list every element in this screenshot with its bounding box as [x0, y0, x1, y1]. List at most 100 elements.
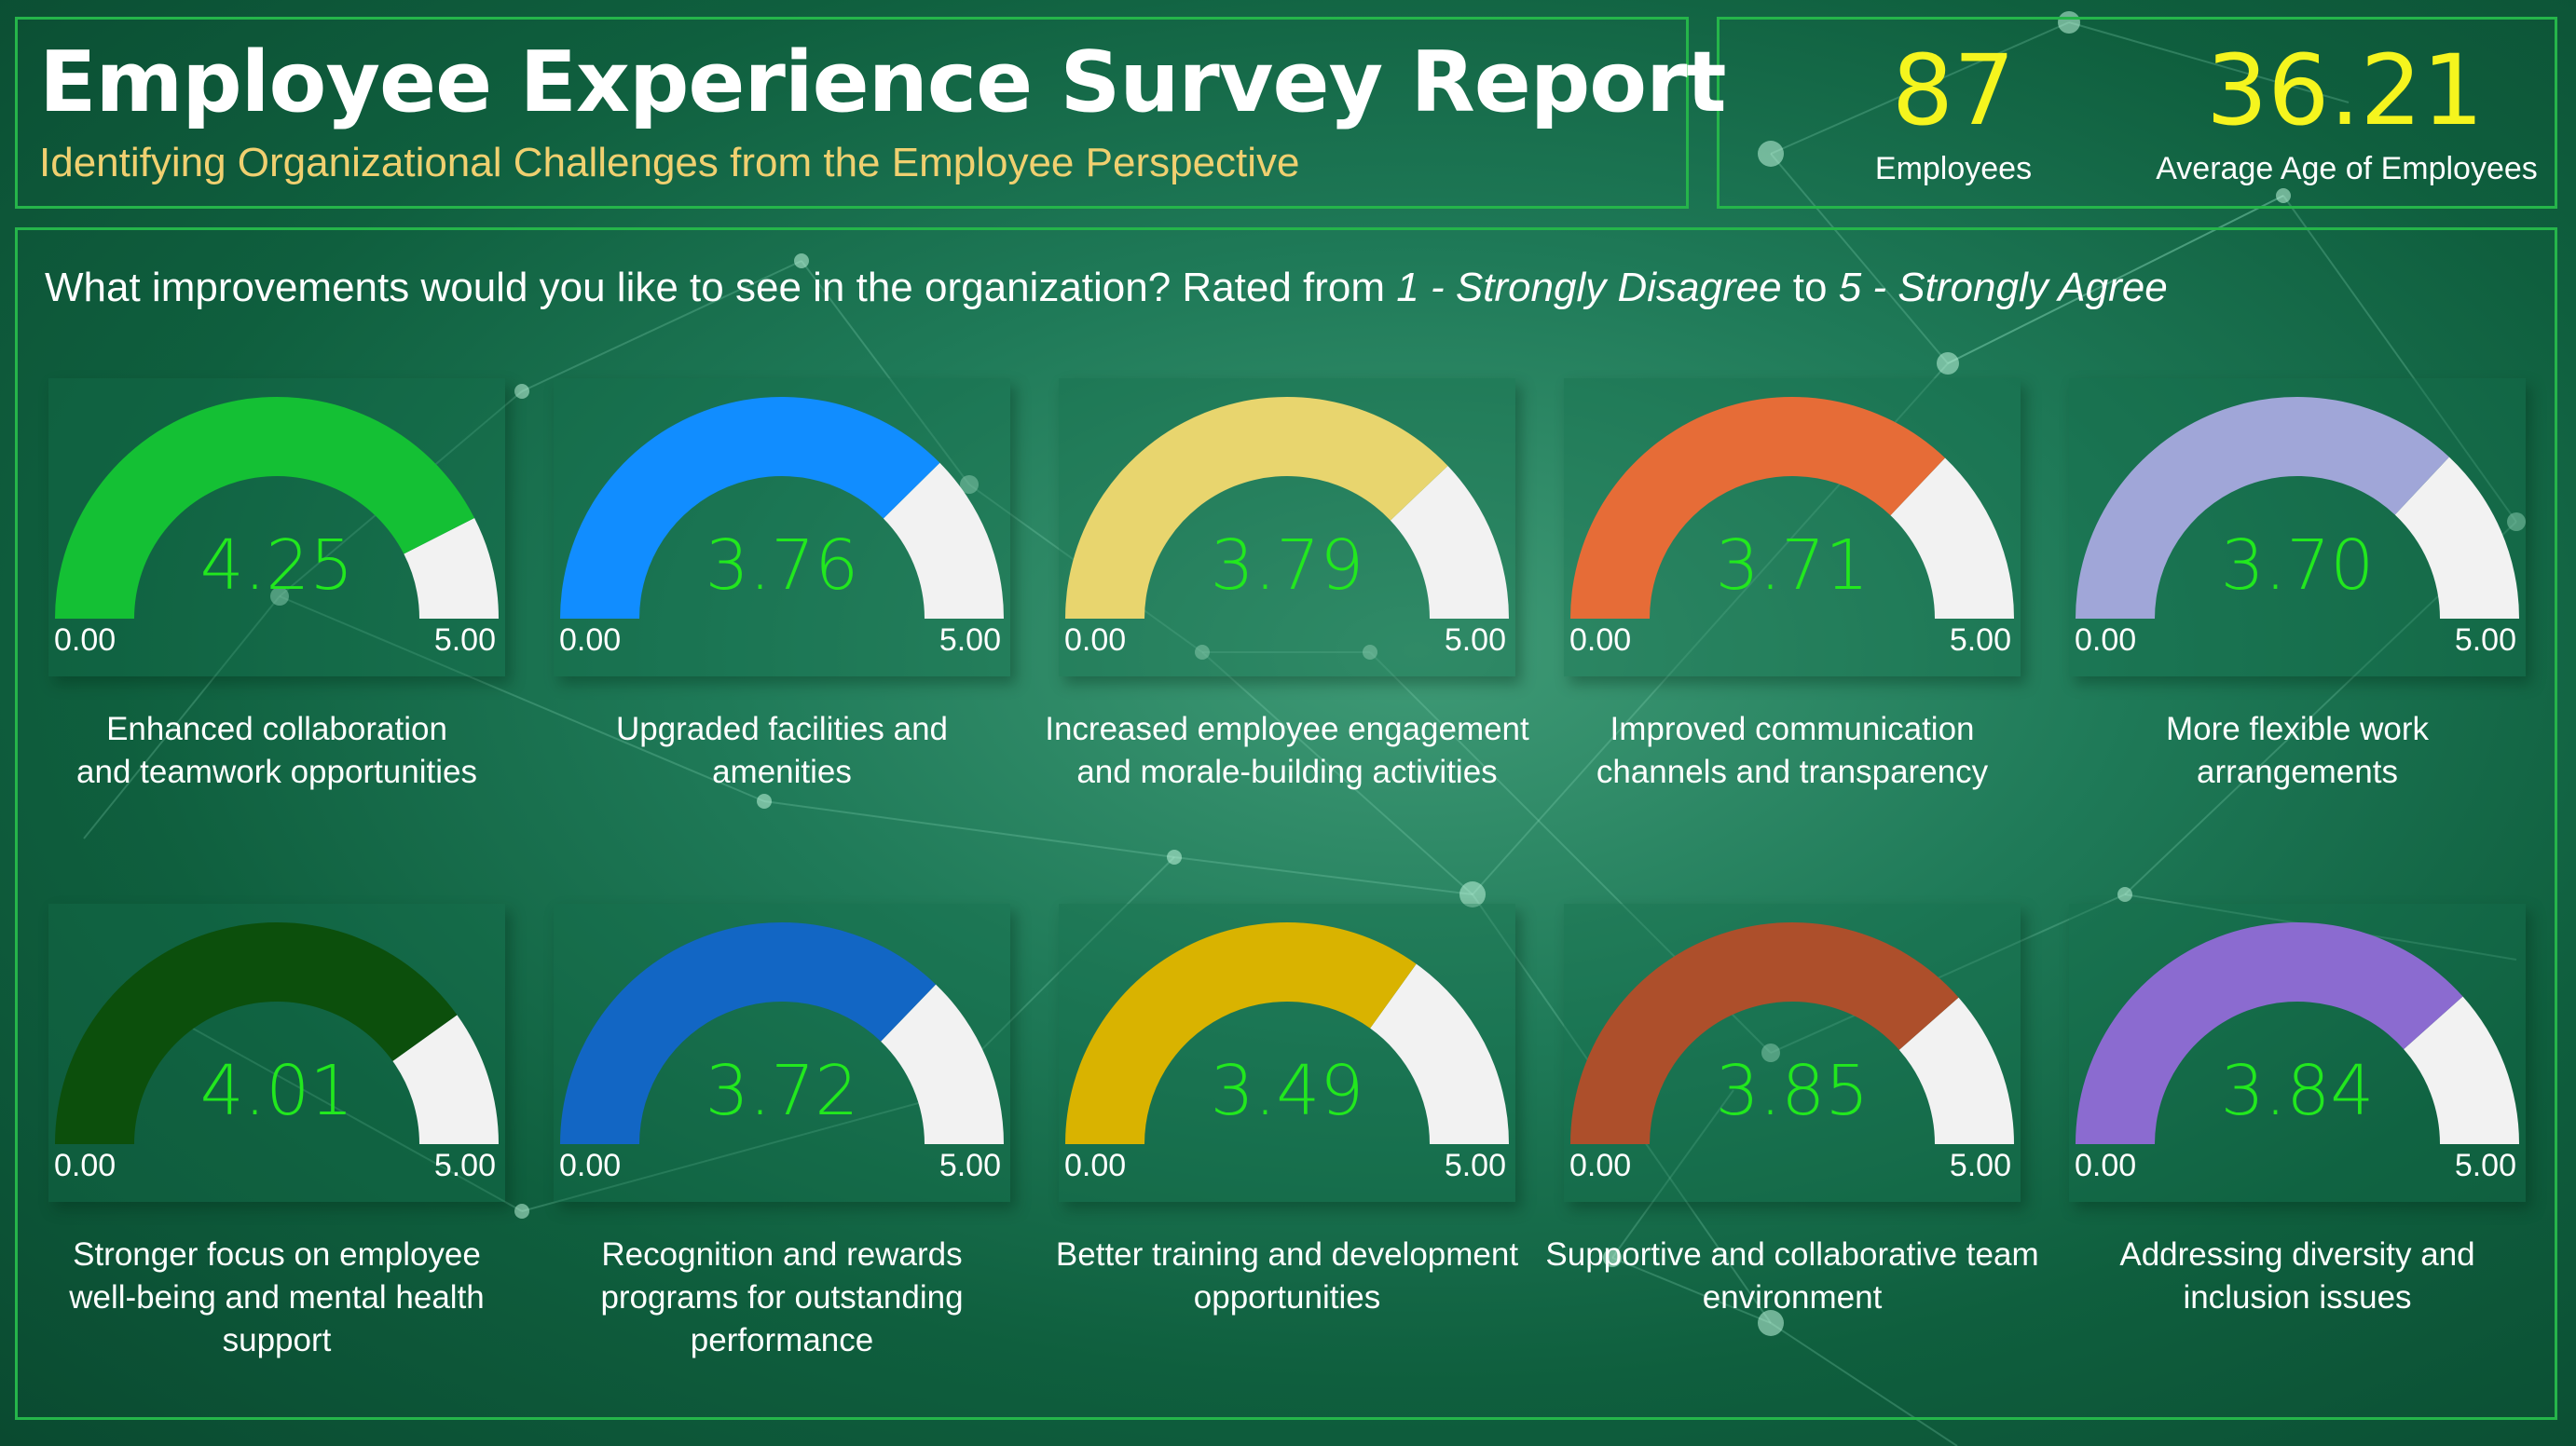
- gauge-caption-line: Improved communication: [1610, 711, 1975, 747]
- gauge-min-label: 0.00: [559, 622, 622, 658]
- gauge-min-label: 0.00: [559, 1148, 622, 1183]
- gauge-caption-line: arrangements: [2197, 754, 2398, 790]
- gauge-svg: [1065, 397, 1509, 619]
- gauge-value-label: 3.84: [2220, 1051, 2375, 1131]
- gauge-caption: Recognition and rewards programs for outs…: [530, 1234, 1034, 1362]
- gauge-max-label: 5.00: [1444, 622, 1506, 658]
- gauge-min-label: 0.00: [1064, 622, 1127, 658]
- gauge-caption-line: inclusion issues: [2183, 1279, 2412, 1316]
- gauge-max-label: 5.00: [1444, 1148, 1506, 1183]
- gauge-track: [2394, 457, 2519, 619]
- title-panel: [15, 17, 1689, 209]
- gauge-svg: [55, 922, 499, 1144]
- gauge-caption-line: Supportive and collaborative team: [1545, 1236, 2039, 1273]
- gauge-min-label: 0.00: [2075, 1148, 2137, 1183]
- gauge-track: [1898, 997, 2014, 1144]
- gauge-max-label: 5.00: [1949, 1148, 2011, 1183]
- gauge-track: [392, 1015, 499, 1144]
- gauge-fill: [2076, 921, 2463, 1144]
- gauge-svg: [2076, 396, 2519, 619]
- gauge-caption: Improved communication channels and trans…: [1541, 708, 2044, 794]
- gauge-caption-line: and morale-building activities: [1076, 754, 1498, 790]
- gauge-value-label: 3.71: [1715, 525, 1870, 606]
- gauge-fill: [560, 397, 940, 619]
- gauge-value-label: 3.79: [1210, 525, 1364, 606]
- gauge-max-label: 5.00: [939, 1148, 1001, 1183]
- gauge-max-label: 5.00: [2454, 622, 2516, 658]
- gauge-caption-line: channels and transparency: [1596, 754, 1989, 790]
- gauge-max-label: 5.00: [433, 1148, 496, 1183]
- gauge-fill: [1065, 922, 1417, 1144]
- gauge-caption-line: Stronger focus on employee: [73, 1236, 481, 1273]
- gauge-card: 3.72 0.00 5.00: [554, 904, 1010, 1202]
- gauge-fill: [560, 922, 937, 1144]
- gauge-caption: Better training and development opportuni…: [1035, 1234, 1539, 1319]
- gauge-svg: [1570, 396, 2014, 619]
- gauge-card: 4.25 0.00 5.00: [48, 378, 505, 676]
- survey-question: What improvements would you like to see …: [45, 265, 2168, 311]
- gauge-svg: [1065, 922, 1509, 1144]
- gauge-caption-line: support: [222, 1322, 332, 1358]
- gauge-caption-line: opportunities: [1193, 1279, 1381, 1316]
- gauge-caption-line: More flexible work: [2165, 711, 2430, 747]
- gauge-caption: Increased employee engagement and morale-…: [1035, 708, 1539, 794]
- gauge-fill: [55, 922, 458, 1144]
- gauge-track: [1370, 963, 1509, 1144]
- gauge-caption-line: programs for outstanding: [600, 1279, 964, 1316]
- gauge-value-label: 3.85: [1715, 1051, 1870, 1131]
- kpi-employees-label: Employees: [1874, 151, 2033, 186]
- scale-high-label: 5 - Strongly Agree: [1838, 265, 2168, 310]
- gauge-card: 3.79 0.00 5.00: [1059, 378, 1515, 676]
- gauge-track: [1890, 457, 2014, 619]
- gauge-value-label: 3.72: [705, 1051, 859, 1131]
- kpi-average-age-value: 36.21: [2206, 34, 2484, 147]
- gauge-caption: Upgraded facilities and amenities: [530, 708, 1034, 794]
- gauge-fill: [1570, 922, 1959, 1144]
- gauge-fill: [1065, 397, 1448, 619]
- gauge-card: 3.84 0.00 5.00: [2069, 904, 2526, 1202]
- gauge-card: 3.71 0.00 5.00: [1564, 378, 2021, 676]
- gauge-min-label: 0.00: [54, 1148, 116, 1183]
- gauge-track: [2404, 996, 2519, 1144]
- gauge-caption: More flexible work arrangements: [2046, 708, 2549, 794]
- gauge-caption-line: Enhanced collaboration: [106, 711, 447, 747]
- gauge-track: [1390, 465, 1509, 619]
- gauge-caption-line: well-being and mental health: [69, 1279, 485, 1316]
- gauge-value-label: 4.01: [199, 1051, 354, 1131]
- gauge-min-label: 0.00: [54, 622, 116, 658]
- gauge-value-label: 3.70: [2220, 525, 2375, 606]
- gauge-caption: Stronger focus on employee well-being and…: [25, 1234, 528, 1362]
- gauge-caption-line: environment: [1702, 1279, 1883, 1316]
- gauge-card: 4.01 0.00 5.00: [48, 904, 505, 1202]
- gauge-min-label: 0.00: [1569, 1148, 1632, 1183]
- gauge-track: [883, 462, 1004, 619]
- gauge-svg: [560, 397, 1004, 619]
- scale-low-label: 1 - Strongly Disagree: [1396, 265, 1782, 310]
- gauge-max-label: 5.00: [2454, 1148, 2516, 1183]
- gauge-track: [881, 984, 1004, 1144]
- gauge-fill: [2076, 396, 2449, 619]
- gauge-card: 3.49 0.00 5.00: [1059, 904, 1515, 1202]
- gauge-caption-line: amenities: [712, 754, 852, 790]
- gauge-max-label: 5.00: [433, 622, 496, 658]
- main-panel: [15, 227, 2557, 1420]
- gauge-fill: [1570, 396, 1946, 619]
- gauge-caption-line: Recognition and rewards: [601, 1236, 963, 1273]
- gauge-max-label: 5.00: [939, 622, 1001, 658]
- page-title: Employee Experience Survey Report: [39, 34, 1726, 131]
- gauge-card: 3.70 0.00 5.00: [2069, 378, 2526, 676]
- gauge-value-label: 3.76: [705, 525, 859, 606]
- gauge-caption: Enhanced collaboration and teamwork oppor…: [25, 708, 528, 794]
- question-connector: to: [1781, 265, 1839, 310]
- gauge-caption: Addressing diversity and inclusion issues: [2046, 1234, 2549, 1319]
- gauge-fill: [55, 396, 475, 619]
- gauge-svg: [560, 922, 1004, 1144]
- gauge-caption-line: Upgraded facilities and: [615, 711, 949, 747]
- gauge-svg: [1570, 922, 2014, 1144]
- page-subtitle: Identifying Organizational Challenges fr…: [39, 140, 1300, 185]
- gauge-card: 3.76 0.00 5.00: [554, 378, 1010, 676]
- kpi-panel: [1717, 17, 2557, 209]
- gauge-caption-line: and teamwork opportunities: [76, 754, 477, 790]
- gauge-caption-line: Increased employee engagement: [1045, 711, 1529, 747]
- gauge-max-label: 5.00: [1949, 622, 2011, 658]
